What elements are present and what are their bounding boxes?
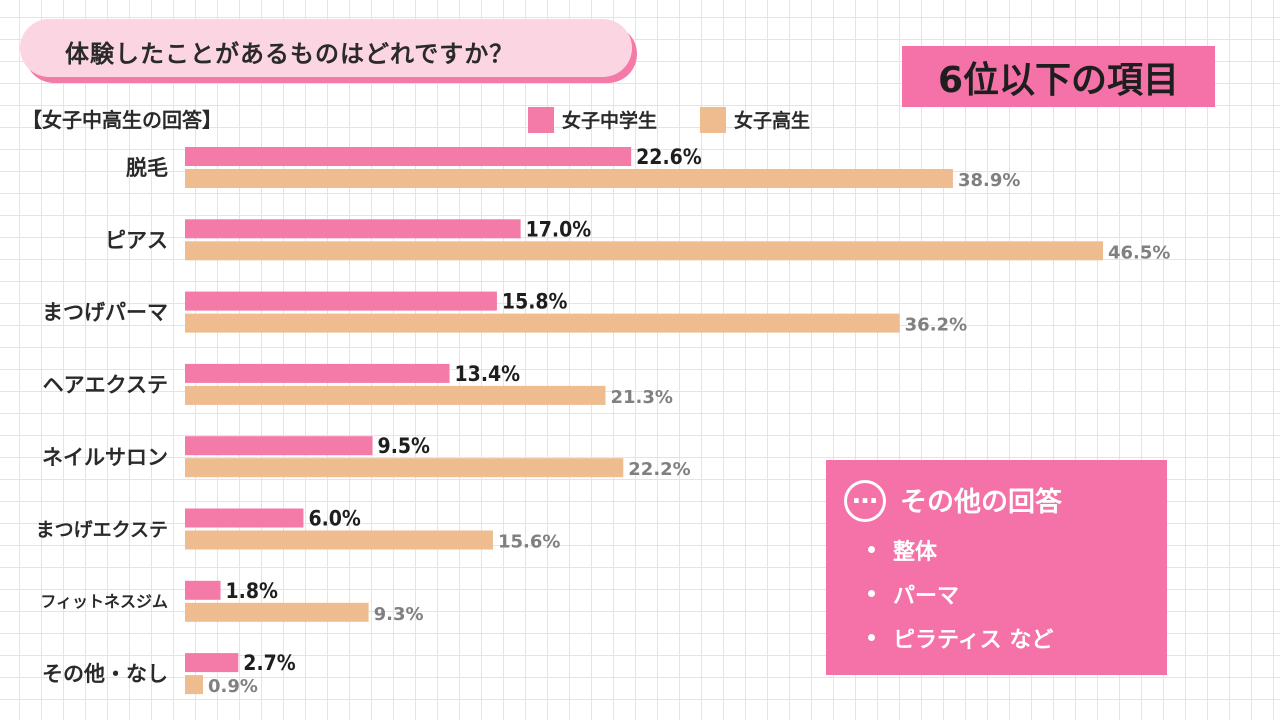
- bar-junior-high: [185, 147, 632, 166]
- data-label-high-school: 22.2%: [628, 459, 690, 480]
- legend-label-high-school: 女子高生: [734, 110, 811, 132]
- data-label-junior-high: 2.7%: [243, 651, 295, 675]
- bar-high-school: [185, 602, 369, 622]
- category-label: まつげエクステ: [36, 519, 168, 541]
- data-label-high-school: 38.9%: [958, 170, 1020, 191]
- other-answer-item: 整体: [866, 534, 1053, 578]
- data-label-junior-high: 6.0%: [308, 507, 360, 531]
- bar-junior-high: [185, 219, 521, 239]
- bar-high-school: [185, 385, 606, 405]
- legend-swatch-high-school: [700, 106, 726, 133]
- legend-item-junior-high: 女子中学生: [528, 106, 657, 133]
- bar-junior-high: [185, 291, 497, 311]
- bar-junior-high: [185, 508, 304, 528]
- legend-swatch-junior-high: [528, 106, 554, 133]
- bar-high-school: [185, 530, 493, 550]
- data-label-junior-high: 17.0%: [526, 217, 592, 241]
- data-label-high-school: 46.5%: [1108, 242, 1170, 263]
- chart-subtitle: 【女子中高生の回答】: [22, 108, 222, 132]
- category-label: その他・なし: [42, 662, 168, 686]
- bar-high-school: [185, 241, 1103, 261]
- other-answer-item: ピラティス など: [866, 622, 1053, 666]
- data-label-junior-high: 13.4%: [455, 362, 521, 386]
- question-text: 体験したことがあるものはどれですか？: [65, 40, 515, 68]
- data-label-junior-high: 22.6%: [636, 145, 702, 169]
- data-label-junior-high: 1.8%: [226, 579, 278, 603]
- bar-high-school: [185, 169, 953, 188]
- data-label-high-school: 36.2%: [905, 315, 967, 336]
- bar-junior-high: [185, 363, 450, 383]
- legend-item-high-school: 女子高生: [700, 106, 810, 133]
- question-banner: 体験したことがあるものはどれですか？: [20, 19, 632, 77]
- other-answer-item: パーマ: [866, 578, 1053, 622]
- bar-junior-high: [185, 653, 239, 673]
- category-label: 脱毛: [126, 156, 168, 180]
- rank-badge-label: 6位以下の項目: [937, 59, 1180, 101]
- category-label: まつげパーマ: [42, 301, 168, 325]
- bar-high-school: [185, 458, 624, 478]
- data-label-junior-high: 15.8%: [502, 290, 568, 314]
- other-answers-list: 整体 パーマ ピラティス など: [866, 534, 1053, 666]
- data-label-high-school: 0.9%: [208, 676, 258, 697]
- bar-high-school: [185, 675, 203, 695]
- legend-label-junior-high: 女子中学生: [562, 110, 658, 132]
- category-label: フィットネスジム: [40, 592, 168, 611]
- bar-junior-high: [185, 580, 221, 600]
- other-answers-panel: … その他の回答 整体 パーマ ピラティス など: [826, 460, 1167, 675]
- ellipsis-circle-icon: …: [844, 480, 886, 522]
- data-label-high-school: 21.3%: [611, 387, 673, 408]
- bar-high-school: [185, 313, 900, 333]
- category-label: ネイルサロン: [42, 445, 168, 469]
- data-label-junior-high: 9.5%: [378, 434, 430, 458]
- category-label: ピアス: [105, 228, 168, 252]
- data-label-high-school: 9.3%: [374, 604, 424, 625]
- other-answers-title: その他の回答: [900, 487, 1062, 518]
- rank-badge: 6位以下の項目: [902, 46, 1215, 107]
- category-label: ヘアエクステ: [43, 373, 168, 397]
- bar-junior-high: [185, 436, 373, 456]
- data-label-high-school: 15.6%: [498, 532, 560, 553]
